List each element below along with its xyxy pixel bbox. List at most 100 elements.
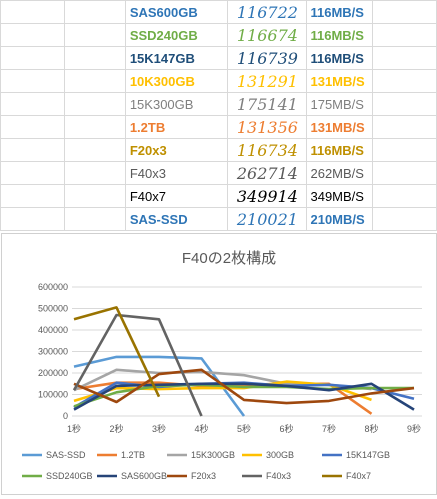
speed-cell[interactable]: 262MB/S <box>306 161 374 185</box>
empty-cell[interactable] <box>0 92 65 116</box>
score-cell[interactable]: 116722 <box>227 0 308 24</box>
drive-name-cell[interactable]: F40x7 <box>124 184 229 208</box>
drive-name-cell[interactable]: 1.2TB <box>124 115 229 139</box>
legend-label: 15K300GB <box>191 450 235 460</box>
empty-cell[interactable] <box>0 46 65 70</box>
score-cell[interactable]: 175141 <box>227 92 308 116</box>
legend-label: SSD240GB <box>46 471 93 481</box>
empty-cell[interactable] <box>0 138 65 162</box>
table-row: F20x3 116734 116MB/S <box>0 138 437 162</box>
speed-cell[interactable]: 116MB/S <box>306 46 374 70</box>
drive-name-cell[interactable]: 15K147GB <box>124 46 229 70</box>
x-tick-label: 8秒 <box>364 423 378 434</box>
empty-cell[interactable] <box>0 184 65 208</box>
legend-label: SAS600GB <box>121 471 167 481</box>
table-row: SAS-SSD 210021 210MB/S <box>0 207 437 231</box>
empty-cell[interactable] <box>372 69 437 93</box>
empty-cell[interactable] <box>63 184 126 208</box>
empty-cell[interactable] <box>63 92 126 116</box>
score-cell[interactable]: 131291 <box>227 69 308 93</box>
legend-label: 300GB <box>266 450 294 460</box>
x-tick-label: 1秒 <box>67 423 81 434</box>
empty-cell[interactable] <box>0 0 65 24</box>
score-cell[interactable]: 349914 <box>227 184 308 208</box>
spreadsheet-grid: SAS600GB 116722 116MB/S SSD240GB 116674 116MB… <box>0 0 437 232</box>
score-cell[interactable]: 116734 <box>227 138 308 162</box>
empty-cell[interactable] <box>372 92 437 116</box>
legend-label: F40x7 <box>346 471 371 481</box>
x-tick-label: 3秒 <box>152 423 166 434</box>
empty-cell[interactable] <box>372 207 437 231</box>
series-line <box>73 306 161 398</box>
y-tick-label: 300000 <box>38 347 68 357</box>
x-tick-label: 6秒 <box>279 423 293 434</box>
empty-cell[interactable] <box>372 184 437 208</box>
speed-cell[interactable]: 116MB/S <box>306 23 374 47</box>
results-table: SAS600GB 116722 116MB/S SSD240GB 116674 116MB… <box>0 0 437 231</box>
score-cell[interactable]: 262714 <box>227 161 308 185</box>
empty-cell[interactable] <box>63 207 126 231</box>
line-chart: F40の2枚構成 0 100000 200000 300000 400000 500000 6… <box>22 250 422 481</box>
speed-cell[interactable]: 116MB/S <box>306 0 374 24</box>
empty-cell[interactable] <box>63 115 126 139</box>
speed-cell[interactable]: 349MB/S <box>306 184 374 208</box>
drive-name-cell[interactable]: 15K300GB <box>124 92 229 116</box>
speed-cell[interactable]: 175MB/S <box>306 92 374 116</box>
series-line <box>73 382 415 411</box>
empty-cell[interactable] <box>63 161 126 185</box>
y-tick-label: 200000 <box>38 368 68 378</box>
legend-label: SAS-SSD <box>46 450 86 460</box>
drive-name-cell[interactable]: SAS600GB <box>124 0 229 24</box>
x-tick-label: 5秒 <box>237 423 251 434</box>
y-tick-label: 100000 <box>38 390 68 400</box>
empty-cell[interactable] <box>0 115 65 139</box>
legend-label: F40x3 <box>266 471 291 481</box>
speed-cell[interactable]: 131MB/S <box>306 69 374 93</box>
table-row: F40x7 349914 349MB/S <box>0 184 437 208</box>
empty-cell[interactable] <box>63 69 126 93</box>
speed-cell[interactable]: 131MB/S <box>306 115 374 139</box>
x-tick-label: 2秒 <box>109 423 123 434</box>
empty-cell[interactable] <box>0 23 65 47</box>
score-cell[interactable]: 131356 <box>227 115 308 139</box>
legend-label: 15K147GB <box>346 450 390 460</box>
empty-cell[interactable] <box>63 23 126 47</box>
score-cell[interactable]: 210021 <box>227 207 308 231</box>
drive-name-cell[interactable]: SAS-SSD <box>124 207 229 231</box>
speed-cell[interactable]: 116MB/S <box>306 138 374 162</box>
empty-cell[interactable] <box>372 23 437 47</box>
table-row: F40x3 262714 262MB/S <box>0 161 437 185</box>
y-tick-label: 500000 <box>38 304 68 314</box>
empty-cell[interactable] <box>372 0 437 24</box>
series-line <box>73 383 414 408</box>
empty-cell[interactable] <box>0 207 65 231</box>
empty-cell[interactable] <box>0 161 65 185</box>
empty-cell[interactable] <box>63 0 126 24</box>
score-cell[interactable]: 116674 <box>227 23 308 47</box>
y-tick-label: 0 <box>63 411 68 421</box>
table-row: 15K147GB 116739 116MB/S <box>0 46 437 70</box>
legend-label: F20x3 <box>191 471 216 481</box>
chart-container[interactable]: F40の2枚構成 0 100000 200000 300000 400000 500000 6… <box>1 233 437 495</box>
empty-cell[interactable] <box>0 69 65 93</box>
empty-cell[interactable] <box>372 138 437 162</box>
chart-title: F40の2枚構成 <box>182 250 276 267</box>
y-tick-label: 600000 <box>38 282 68 292</box>
drive-name-cell[interactable]: F20x3 <box>124 138 229 162</box>
table-row: 15K300GB 175141 175MB/S <box>0 92 437 116</box>
empty-cell[interactable] <box>63 138 126 162</box>
score-cell[interactable]: 116739 <box>227 46 308 70</box>
empty-cell[interactable] <box>372 46 437 70</box>
table-row: 10K300GB 131291 131MB/S <box>0 69 437 93</box>
empty-cell[interactable] <box>63 46 126 70</box>
drive-name-cell[interactable]: 10K300GB <box>124 69 229 93</box>
drive-name-cell[interactable]: F40x3 <box>124 161 229 185</box>
legend-label: 1.2TB <box>121 450 145 460</box>
series-line <box>73 368 415 405</box>
speed-cell[interactable]: 210MB/S <box>306 207 374 231</box>
drive-name-cell[interactable]: SSD240GB <box>124 23 229 47</box>
empty-cell[interactable] <box>372 115 437 139</box>
series-line <box>73 355 246 417</box>
empty-cell[interactable] <box>372 161 437 185</box>
table-row: SAS600GB 116722 116MB/S <box>0 0 437 24</box>
